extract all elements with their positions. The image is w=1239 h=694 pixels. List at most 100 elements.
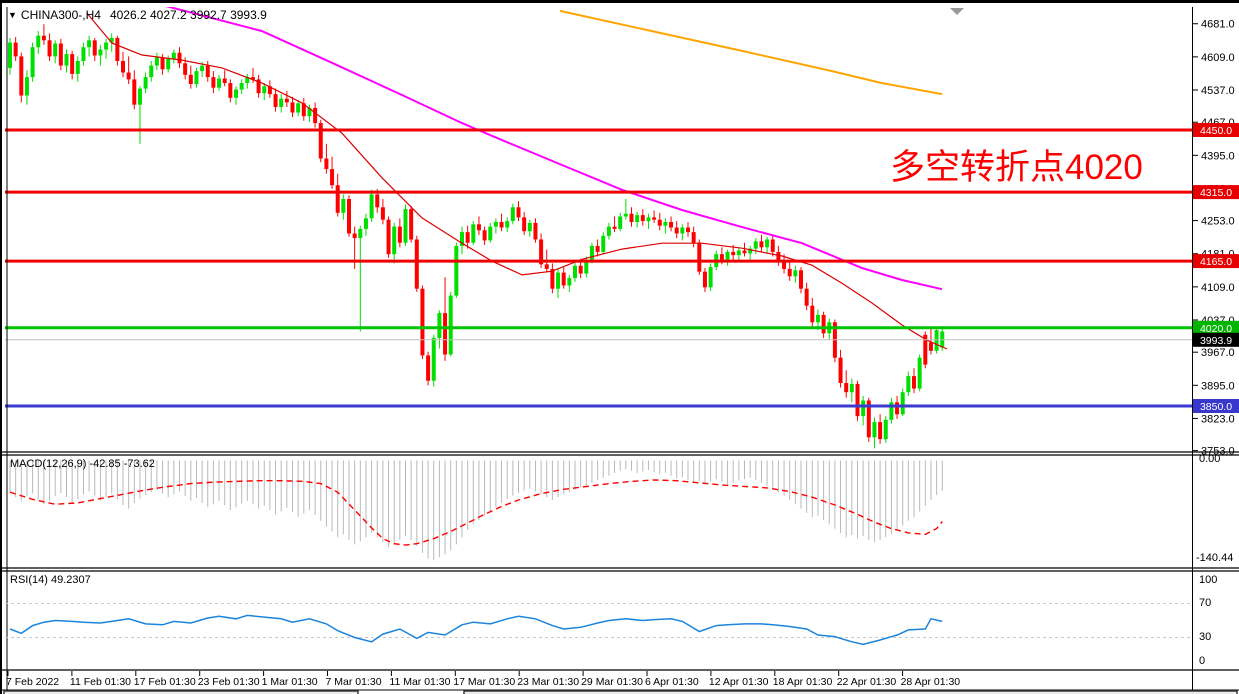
candle-body — [420, 288, 425, 356]
candle-body — [143, 77, 148, 89]
price-badge — [1193, 123, 1239, 137]
symbol-period-label: CHINA300-,H4 — [20, 8, 101, 22]
candle-body — [522, 217, 527, 232]
background-window-edge[interactable] — [3, 690, 359, 694]
ohlc-values: 4026.2 4027.2 3992.7 3993.9 — [109, 8, 267, 22]
candle-body — [573, 265, 577, 279]
candle-body — [838, 357, 843, 383]
candle-body — [748, 248, 753, 254]
candle-body — [200, 65, 205, 72]
time-axis: 7 Feb 2022 11 Feb 01:30 17 Feb 01:30 23 Feb… — [6, 671, 960, 688]
candle-body — [437, 313, 442, 338]
candle-body — [618, 216, 623, 229]
candle-body — [177, 52, 182, 64]
candle-body — [849, 383, 854, 393]
candle-body — [222, 78, 227, 84]
candle-body — [844, 383, 849, 393]
time-label: 7 Feb 2022 — [6, 676, 59, 688]
candle-body — [392, 226, 397, 255]
candle-body — [166, 58, 171, 70]
candle-body — [70, 54, 75, 74]
candle-body — [87, 40, 92, 48]
candle-body — [883, 419, 888, 440]
candle-body — [606, 226, 611, 236]
candle-body — [629, 213, 634, 222]
candle-body — [335, 185, 340, 213]
candle-body — [426, 355, 431, 381]
candle-body — [702, 271, 707, 288]
price-badge — [1193, 320, 1239, 335]
candle-body — [912, 376, 916, 389]
candle-body — [691, 232, 696, 243]
rsi-scale-0-label: 0 — [1199, 655, 1206, 667]
candle-body — [742, 250, 747, 254]
candle-body — [725, 251, 730, 260]
candle-body — [245, 77, 250, 84]
background-window-edge[interactable] — [463, 690, 1238, 694]
price-badge-label: 4020.0 — [1200, 323, 1232, 335]
collapse-one-click-trading-icon[interactable]: ▼ — [8, 10, 17, 20]
candle-body — [81, 47, 86, 61]
candle-body — [228, 83, 233, 98]
candle-body — [205, 65, 210, 78]
candle-body — [250, 77, 255, 80]
candle-body — [476, 224, 481, 231]
candle-body — [663, 222, 668, 226]
candle-body — [821, 314, 826, 334]
chart-title: ▼ CHINA300-,H4 4026.2 4027.2 3992.7 3993.9 — [8, 8, 267, 22]
candle-body — [657, 219, 662, 226]
time-label: 18 Apr 01:30 — [773, 676, 833, 688]
candle-body — [460, 232, 464, 246]
candle-body — [171, 52, 176, 59]
price-tick-label: 3823.0 — [1201, 413, 1235, 425]
rsi-panel — [5, 603, 1192, 646]
price-badge — [1193, 254, 1239, 269]
chart-canvas[interactable]: 4681.04609.04537.04467.04395.04323.04253… — [2, 3, 1239, 694]
candle-body — [301, 103, 306, 117]
candle-body — [623, 213, 628, 217]
macd-signal-line — [9, 479, 943, 546]
candle-body — [471, 224, 476, 243]
candle-body — [544, 264, 549, 269]
candle-body — [765, 239, 770, 248]
price-tick-label: 4537.0 — [1201, 85, 1235, 97]
ma-fast-red-line — [86, 12, 948, 350]
candle-body — [273, 94, 278, 107]
macd-panel — [9, 460, 943, 561]
candle-body — [815, 314, 820, 323]
rsi-indicator-label: RSI(14) 49.2307 — [10, 574, 91, 586]
price-badge — [1193, 185, 1239, 200]
main-chart-panel — [8, 7, 948, 449]
candle-body — [527, 222, 532, 232]
candle-body — [872, 422, 877, 438]
candle-body — [386, 219, 391, 255]
time-label: 1 Mar 01:30 — [262, 676, 318, 688]
candle-body — [324, 158, 329, 170]
candle-body — [318, 123, 323, 159]
time-label: 6 Apr 01:30 — [645, 676, 699, 688]
candle-body — [194, 71, 199, 84]
rsi-scale-70-label: 70 — [1199, 597, 1212, 609]
candle-body — [313, 107, 318, 124]
chart-shift-marker-icon — [950, 8, 964, 15]
candle-body — [646, 217, 651, 222]
candle-body — [126, 72, 131, 80]
candle-body — [8, 42, 12, 68]
candle-body — [861, 400, 866, 417]
price-tick-label: 4253.0 — [1201, 216, 1235, 228]
candle-body — [640, 215, 645, 222]
candle-body — [928, 342, 933, 351]
candle-body — [556, 272, 561, 289]
candle-body — [279, 98, 284, 107]
candle-body — [708, 267, 713, 288]
candle-body — [493, 222, 498, 227]
candle-body — [98, 49, 103, 56]
candle-body — [567, 278, 572, 286]
candle-body — [183, 63, 188, 75]
candle-body — [30, 47, 35, 78]
time-label: 11 Feb 01:30 — [70, 676, 131, 688]
rsi-scale-100-label: 100 — [1199, 574, 1218, 586]
candle-body — [36, 35, 41, 48]
rsi-scale-30-label: 30 — [1199, 631, 1212, 643]
candle-body — [375, 194, 380, 208]
